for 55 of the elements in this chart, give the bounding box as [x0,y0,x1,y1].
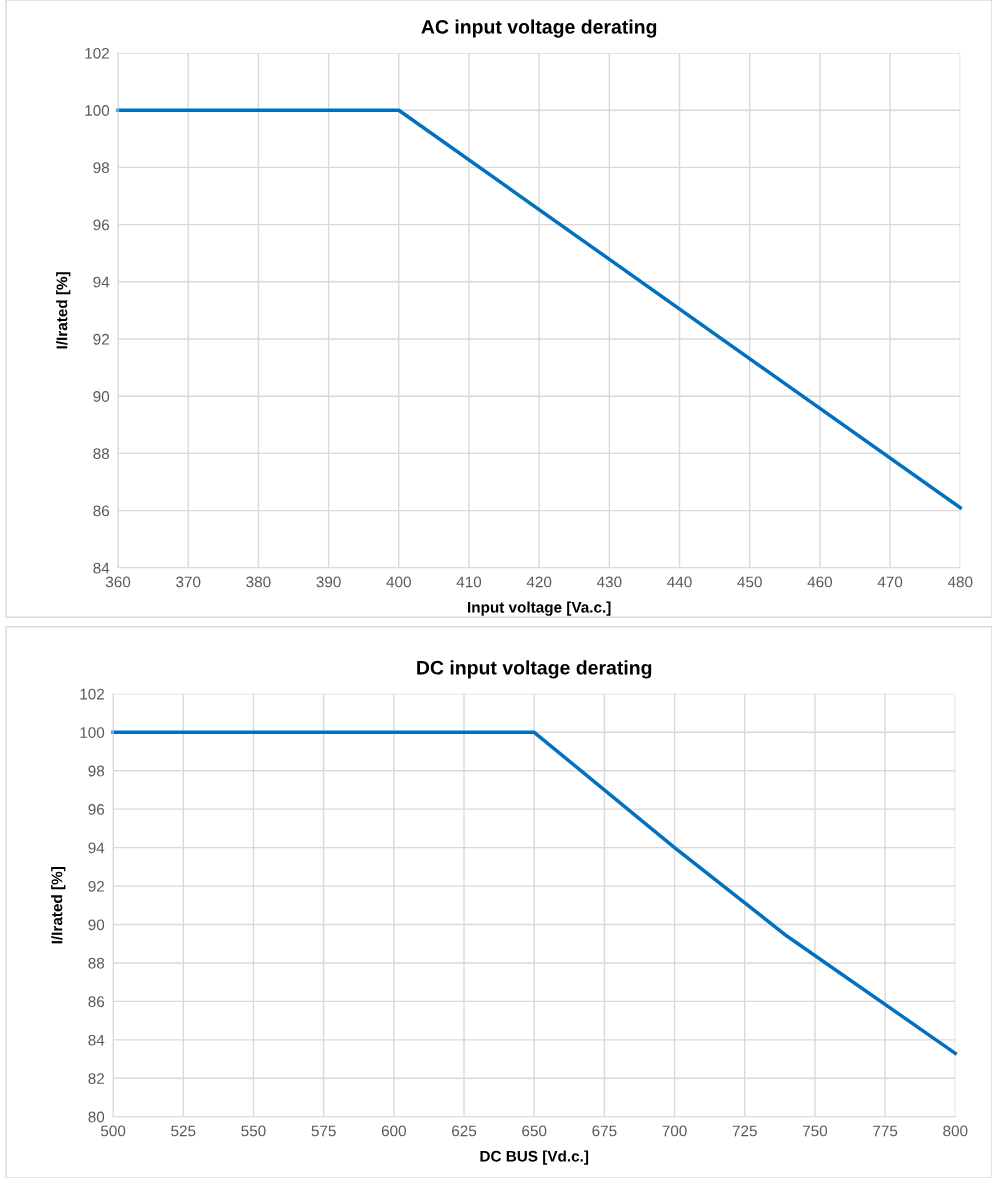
x-tick-label: 410 [456,576,482,588]
y-tick-label: 88 [88,957,105,969]
x-tick-label: 460 [807,576,833,588]
x-tick-label: 725 [732,1125,757,1137]
y-tick-label: 86 [93,505,110,517]
x-tick-label: 600 [381,1125,406,1137]
y-tick-label: 92 [93,333,109,345]
y-tick-label: 102 [80,688,104,700]
y-tick-label: 96 [88,804,105,815]
y-tick-label: 80 [88,1111,105,1123]
y-tick-label: 100 [85,105,110,116]
x-tick-label: 675 [592,1125,617,1137]
y-tick-label: 102 [85,47,109,59]
x-tick-label: 420 [526,576,552,588]
x-tick-label: 480 [947,576,973,588]
y-tick-label: 98 [88,765,105,777]
x-tick-label: 525 [171,1125,196,1137]
x-tick-label: 390 [316,576,341,588]
x-tick-label: 700 [662,1125,687,1137]
chart-title: DC input voltage derating [417,660,652,679]
x-tick-label: 800 [943,1125,968,1137]
x-tick-label: 500 [100,1125,126,1137]
x-tick-label: 380 [246,576,271,588]
x-tick-label: 470 [877,576,903,588]
x-axis-title: DC BUS [Vd.c.] [480,1150,589,1165]
x-tick-label: 750 [802,1125,828,1137]
x-tick-label: 450 [737,576,762,588]
y-tick-label: 96 [93,219,110,231]
y-tick-label: 84 [93,562,110,574]
x-tick-label: 370 [176,576,201,588]
y-axis-title: I/Irated [%] [51,867,66,944]
y-tick-label: 84 [88,1034,105,1046]
y-tick-label: 90 [93,391,110,402]
y-axis-title: I/Irated [%] [56,272,71,349]
x-tick-label: 430 [596,576,622,588]
x-tick-label: 360 [105,576,131,588]
line-series [111,730,958,1056]
x-tick-label: 440 [667,576,692,588]
y-tick-label: 88 [93,448,110,460]
x-axis-title: Input voltage [Va.c.] [468,601,611,616]
y-tick-label: 90 [88,919,105,931]
y-tick-label: 94 [93,276,110,288]
y-tick-label: 98 [93,162,110,174]
x-tick-label: 625 [452,1125,477,1137]
chart-title: AC input voltage derating [421,19,657,38]
y-tick-label: 100 [80,727,105,738]
x-tick-label: 650 [522,1125,547,1137]
x-tick-label: 775 [873,1125,898,1137]
x-tick-label: 575 [311,1125,336,1137]
y-tick-label: 86 [88,996,105,1008]
y-tick-label: 94 [88,842,105,854]
y-tick-label: 82 [88,1073,104,1084]
x-tick-label: 400 [386,576,411,588]
x-tick-label: 550 [241,1125,266,1137]
y-tick-label: 92 [88,880,104,892]
